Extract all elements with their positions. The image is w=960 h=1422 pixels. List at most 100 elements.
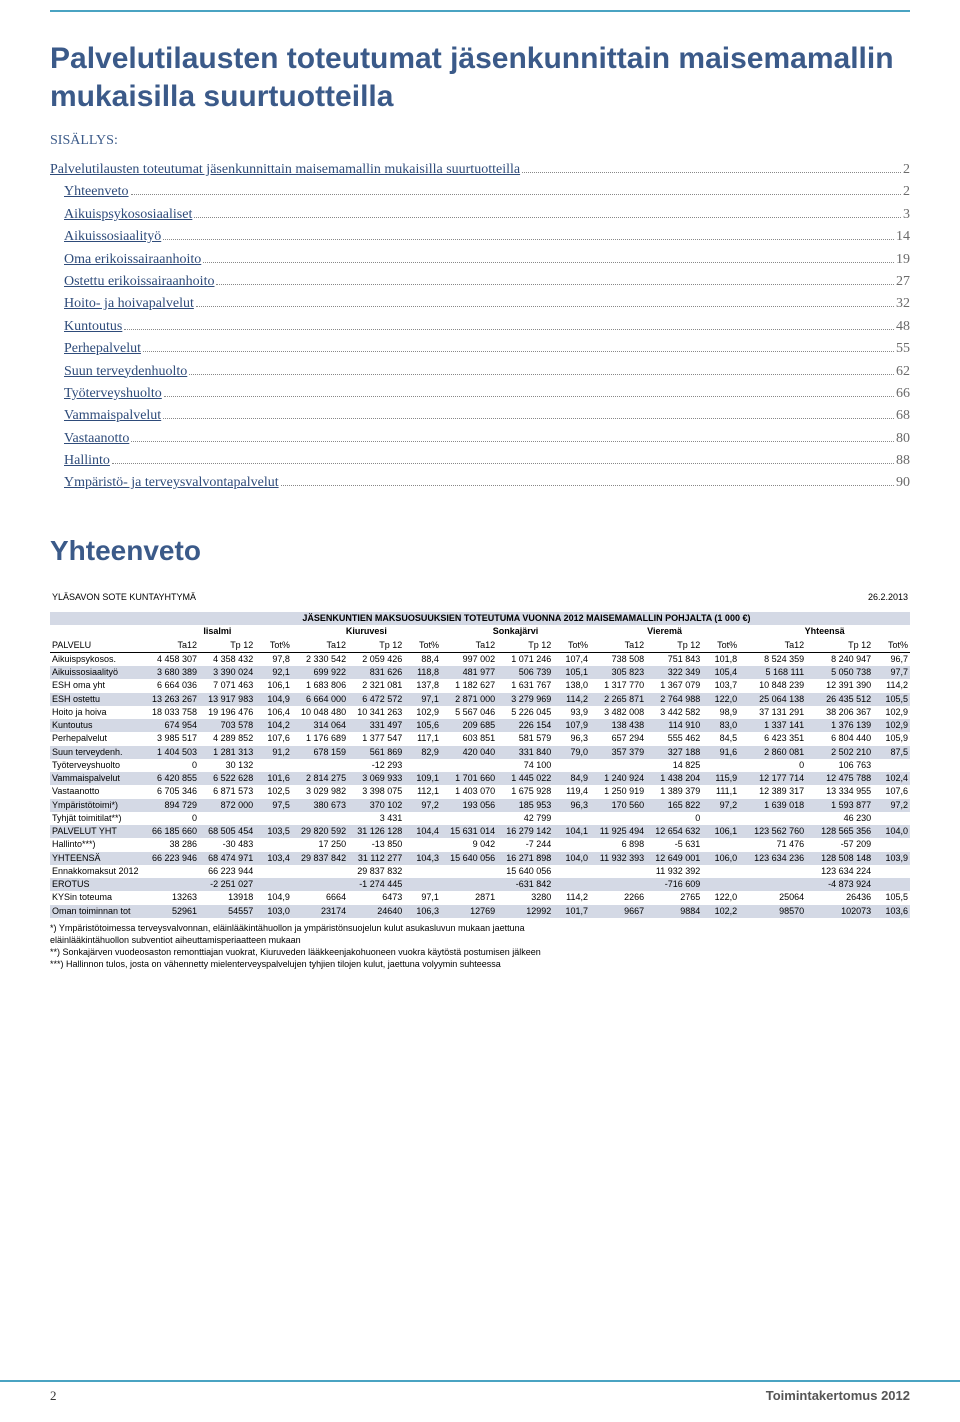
cell-value: 96,3 xyxy=(553,732,590,745)
cell-value: 6 664 000 xyxy=(292,693,348,706)
cell-value: 102,2 xyxy=(702,905,739,918)
cell-value: 42 799 xyxy=(497,812,553,825)
cell-value: 506 739 xyxy=(497,666,553,679)
table-row: Vastaanotto6 705 3466 871 573102,53 029 … xyxy=(50,785,910,798)
toc-link[interactable]: Ympäristö- ja terveysvalvontapalvelut xyxy=(64,472,279,494)
toc-link[interactable]: Ostettu erikoissairaanhoito xyxy=(64,271,214,293)
column-header: Tp 12 xyxy=(199,639,255,653)
group-header: Iisalmi xyxy=(143,625,292,638)
cell-value xyxy=(553,812,590,825)
row-label: Hallinto***) xyxy=(50,838,143,851)
toc-link[interactable]: Suun terveydenhuolto xyxy=(64,361,187,383)
cell-value: 105,9 xyxy=(873,732,910,745)
cell-value: 420 040 xyxy=(441,746,497,759)
toc-link[interactable]: Kuntoutus xyxy=(64,316,122,338)
cell-value: 6 898 xyxy=(590,838,646,851)
column-header: Ta12 xyxy=(143,639,199,653)
cell-value: -2 251 027 xyxy=(199,878,255,891)
toc-link[interactable]: Työterveyshuolto xyxy=(64,383,162,405)
cell-value xyxy=(739,812,806,825)
cell-value: 12 654 632 xyxy=(646,825,702,838)
cell-value: 104,0 xyxy=(553,852,590,865)
toc-page-number: 80 xyxy=(896,428,910,450)
cell-value: 71 476 xyxy=(739,838,806,851)
toc-link[interactable]: Vammaispalvelut xyxy=(64,405,161,427)
cell-value: 18 033 758 xyxy=(143,706,199,719)
cell-value: 2 814 275 xyxy=(292,772,348,785)
cell-value xyxy=(553,838,590,851)
cell-value: 3 482 008 xyxy=(590,706,646,719)
page-top-rule xyxy=(50,10,910,12)
cell-value: 8 524 359 xyxy=(739,652,806,666)
cell-value: 31 112 277 xyxy=(348,852,404,865)
toc-row: Ostettu erikoissairaanhoito 27 xyxy=(50,271,910,293)
cell-value: 6 420 855 xyxy=(143,772,199,785)
toc-dots xyxy=(124,328,894,330)
cell-value: 678 159 xyxy=(292,746,348,759)
cell-value: 23174 xyxy=(292,905,348,918)
cell-value: 13 917 983 xyxy=(199,693,255,706)
table-row: Oman toiminnan tot5296154557103,02317424… xyxy=(50,905,910,918)
cell-value: 46 230 xyxy=(806,812,873,825)
cell-value xyxy=(404,865,441,878)
cell-value: 91,2 xyxy=(255,746,292,759)
cell-value: 12 177 714 xyxy=(739,772,806,785)
cell-value: 106,4 xyxy=(255,706,292,719)
toc-link[interactable]: Aikuispsykososiaaliset xyxy=(64,204,192,226)
cell-value: 305 823 xyxy=(590,666,646,679)
cell-value: 105,5 xyxy=(873,693,910,706)
toc-page-number: 62 xyxy=(896,361,910,383)
toc-dots xyxy=(281,484,894,486)
table-footnotes: *) Ympäristötoimessa terveysvalvonnan, e… xyxy=(50,922,910,971)
toc-link[interactable]: Hoito- ja hoivapalvelut xyxy=(64,293,194,315)
toc-page-number: 27 xyxy=(896,271,910,293)
column-header: Ta12 xyxy=(441,639,497,653)
cell-value: 1 701 660 xyxy=(441,772,497,785)
cell-value: 11 932 392 xyxy=(646,865,702,878)
cell-value: 2 265 871 xyxy=(590,693,646,706)
row-label: Oman toiminnan tot xyxy=(50,905,143,918)
cell-value: 703 578 xyxy=(199,719,255,732)
toc-row: Työterveyshuolto 66 xyxy=(50,383,910,405)
toc-page-number: 66 xyxy=(896,383,910,405)
toc-row: Perhepalvelut55 xyxy=(50,338,910,360)
cell-value: 115,9 xyxy=(702,772,739,785)
cell-value: 10 341 263 xyxy=(348,706,404,719)
table-row: Työterveyshuolto030 132-12 29374 10014 8… xyxy=(50,759,910,772)
cell-value: 1 317 770 xyxy=(590,679,646,692)
column-header: Tot% xyxy=(553,639,590,653)
cell-value: 3 069 933 xyxy=(348,772,404,785)
cell-value: 104,4 xyxy=(404,825,441,838)
table-of-contents: Palvelutilausten toteutumat jäsenkunnitt… xyxy=(50,159,910,495)
toc-link[interactable]: Perhepalvelut xyxy=(64,338,141,360)
toc-link[interactable]: Hallinto xyxy=(64,450,110,472)
cell-value: 4 289 852 xyxy=(199,732,255,745)
page-footer: 2 Toimintakertomus 2012 xyxy=(0,1380,960,1404)
cell-value: 91,6 xyxy=(702,746,739,759)
cell-value: -12 293 xyxy=(348,759,404,772)
cell-value: 122,0 xyxy=(702,891,739,904)
cell-value: 25 064 138 xyxy=(739,693,806,706)
toc-link[interactable]: Oma erikoissairaanhoito xyxy=(64,249,201,271)
toc-page-number: 14 xyxy=(896,226,910,248)
row-label: Työterveyshuolto xyxy=(50,759,143,772)
cell-value: 2 764 988 xyxy=(646,693,702,706)
toc-link[interactable]: Yhteenveto xyxy=(64,181,129,203)
toc-link[interactable]: Aikuissosiaalityö xyxy=(64,226,161,248)
cell-value: 112,1 xyxy=(404,785,441,798)
cell-value: 9884 xyxy=(646,905,702,918)
table-row: Hallinto***)38 286-30 48317 250-13 8509 … xyxy=(50,838,910,851)
cell-value: 699 922 xyxy=(292,666,348,679)
cell-value xyxy=(590,812,646,825)
cell-value: 103,6 xyxy=(873,905,910,918)
toc-row: Hoito- ja hoivapalvelut32 xyxy=(50,293,910,315)
cell-value: 165 822 xyxy=(646,799,702,812)
cell-value: 11 925 494 xyxy=(590,825,646,838)
toc-link[interactable]: Vastaanotto xyxy=(64,428,129,450)
cell-value: 103,5 xyxy=(255,825,292,838)
cell-value: 10 848 239 xyxy=(739,679,806,692)
cell-value: -5 631 xyxy=(646,838,702,851)
toc-link[interactable]: Palvelutilausten toteutumat jäsenkunnitt… xyxy=(50,159,520,181)
cell-value: 52961 xyxy=(143,905,199,918)
cell-value: 3 680 389 xyxy=(143,666,199,679)
